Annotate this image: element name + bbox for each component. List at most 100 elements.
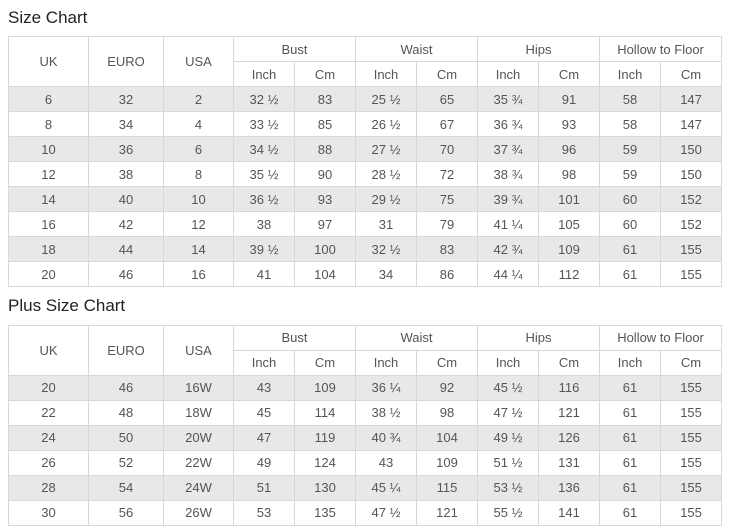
table-cell: 41 ¼ bbox=[477, 211, 540, 238]
column-header-euro: EURO bbox=[88, 36, 164, 88]
unit-header-inch: Inch bbox=[477, 349, 540, 376]
table-cell: 20W bbox=[163, 424, 234, 451]
table-cell: 67 bbox=[416, 111, 479, 138]
group-header-hollow-to-floor: Hollow to Floor bbox=[599, 36, 723, 63]
table-cell: 147 bbox=[660, 86, 723, 113]
group-header-bust: Bust bbox=[232, 324, 357, 351]
table-row: 28 54 24W 51 130 45 ¼ 115 53 ½ 136 61 155 bbox=[8, 474, 723, 501]
table-cell: 16 bbox=[8, 211, 89, 238]
table-cell: 38 bbox=[88, 161, 164, 188]
table-cell: 42 bbox=[88, 211, 164, 238]
table-cell: 92 bbox=[416, 374, 479, 401]
table-cell: 47 bbox=[233, 424, 295, 451]
table-cell: 2 bbox=[163, 86, 234, 113]
table-cell: 90 bbox=[293, 161, 357, 188]
table-cell: 52 bbox=[88, 449, 164, 476]
table-cell: 8 bbox=[8, 111, 89, 138]
column-header-euro: EURO bbox=[88, 324, 164, 376]
table-cell: 33 ½ bbox=[233, 111, 295, 138]
table-cell: 135 bbox=[293, 499, 357, 526]
table-cell: 91 bbox=[538, 86, 601, 113]
table-row: 20 46 16W 43 109 36 ¼ 92 45 ½ 116 61 155 bbox=[8, 374, 723, 401]
size-chart-title: Size Chart bbox=[8, 8, 88, 27]
table-cell: 109 bbox=[538, 236, 601, 263]
table-cell: 45 ¼ bbox=[355, 474, 418, 501]
table-cell: 36 ½ bbox=[233, 186, 295, 213]
unit-header-inch: Inch bbox=[233, 61, 295, 88]
table-cell: 49 bbox=[233, 449, 295, 476]
table-cell: 14 bbox=[8, 186, 89, 213]
table-cell: 18 bbox=[8, 236, 89, 263]
table-cell: 93 bbox=[293, 186, 357, 213]
table-cell: 59 bbox=[599, 161, 662, 188]
table-cell: 34 bbox=[355, 261, 418, 288]
table-cell: 121 bbox=[416, 499, 479, 526]
table-cell: 24W bbox=[163, 474, 234, 501]
table-cell: 85 bbox=[293, 111, 357, 138]
column-header-usa: USA bbox=[163, 36, 234, 88]
table-row: 24 50 20W 47 119 40 ¾ 104 49 ½ 126 61 155 bbox=[8, 424, 723, 451]
table-cell: 53 bbox=[233, 499, 295, 526]
table-cell: 98 bbox=[416, 399, 479, 426]
table-cell: 40 bbox=[88, 186, 164, 213]
table-cell: 51 bbox=[233, 474, 295, 501]
table-cell: 38 ¾ bbox=[477, 161, 540, 188]
table-cell: 83 bbox=[416, 236, 479, 263]
table-cell: 12 bbox=[8, 161, 89, 188]
group-header-waist: Waist bbox=[355, 36, 479, 63]
plus-size-chart-title: Plus Size Chart bbox=[8, 296, 126, 316]
table-cell: 119 bbox=[293, 424, 357, 451]
table-cell: 54 bbox=[88, 474, 164, 501]
table-cell: 14 bbox=[163, 236, 234, 263]
table-cell: 109 bbox=[293, 374, 357, 401]
group-header-hips: Hips bbox=[477, 36, 601, 63]
table-cell: 61 bbox=[599, 261, 662, 288]
table-cell: 28 ½ bbox=[355, 161, 418, 188]
table-cell: 46 bbox=[88, 261, 164, 288]
table-cell: 10 bbox=[163, 186, 234, 213]
table-cell: 18W bbox=[163, 399, 234, 426]
table-cell: 35 ½ bbox=[233, 161, 295, 188]
table-cell: 32 ½ bbox=[233, 86, 295, 113]
table-cell: 31 bbox=[355, 211, 418, 238]
table-cell: 72 bbox=[416, 161, 479, 188]
table-cell: 26 bbox=[8, 449, 89, 476]
table-cell: 150 bbox=[660, 161, 723, 188]
table-cell: 53 ½ bbox=[477, 474, 540, 501]
size-chart-table: UK EURO USA Bust Waist Hips Hollow to Floor Inc… bbox=[8, 36, 723, 288]
table-cell: 59 bbox=[599, 136, 662, 163]
table-cell: 6 bbox=[163, 136, 234, 163]
table-cell: 46 bbox=[88, 374, 164, 401]
table-cell: 36 ¼ bbox=[355, 374, 418, 401]
column-header-uk: UK bbox=[8, 324, 89, 376]
table-cell: 101 bbox=[538, 186, 601, 213]
table-cell: 38 ½ bbox=[355, 399, 418, 426]
table-cell: 56 bbox=[88, 499, 164, 526]
table-row: 22 48 18W 45 114 38 ½ 98 47 ½ 121 61 155 bbox=[8, 399, 723, 426]
table-row: 30 56 26W 53 135 47 ½ 121 55 ½ 141 61 155 bbox=[8, 499, 723, 526]
table-cell: 104 bbox=[416, 424, 479, 451]
table-cell: 44 bbox=[88, 236, 164, 263]
unit-header-inch: Inch bbox=[233, 349, 295, 376]
table-cell: 88 bbox=[293, 136, 357, 163]
table-cell: 86 bbox=[416, 261, 479, 288]
plus-size-chart-table: UK EURO USA Bust Waist Hips Hollow to Floor Inc… bbox=[8, 324, 723, 526]
table-cell: 155 bbox=[660, 236, 723, 263]
table-cell: 116 bbox=[538, 374, 601, 401]
table-cell: 155 bbox=[660, 261, 723, 288]
table-cell: 152 bbox=[660, 186, 723, 213]
table-cell: 83 bbox=[293, 86, 357, 113]
table-cell: 30 bbox=[8, 499, 89, 526]
table-cell: 97 bbox=[293, 211, 357, 238]
table-cell: 155 bbox=[660, 399, 723, 426]
table-cell: 16 bbox=[163, 261, 234, 288]
table-cell: 104 bbox=[293, 261, 357, 288]
table-cell: 98 bbox=[538, 161, 601, 188]
table-cell: 130 bbox=[293, 474, 357, 501]
table-cell: 96 bbox=[538, 136, 601, 163]
table-cell: 49 ½ bbox=[477, 424, 540, 451]
header-row-units: Inch Cm Inch Cm Inch Cm Inch Cm bbox=[9, 61, 723, 88]
table-cell: 100 bbox=[293, 236, 357, 263]
table-cell: 65 bbox=[416, 86, 479, 113]
table-cell: 39 ½ bbox=[233, 236, 295, 263]
